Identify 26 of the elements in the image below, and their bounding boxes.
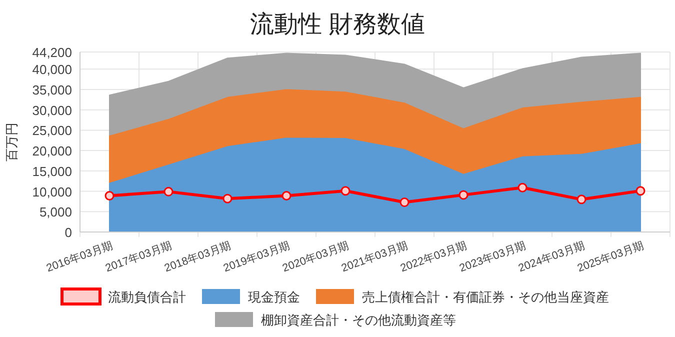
y-tick-label: 5,000 xyxy=(39,204,72,220)
y-tick-label: 0 xyxy=(64,225,72,240)
legend-label: 流動負債合計 xyxy=(108,290,186,304)
legend-label: 売上債権合計・有価証券・その他当座資産 xyxy=(362,290,609,304)
point xyxy=(104,191,114,201)
chart-title: 流動性 財務数値 xyxy=(250,11,425,38)
y-tick-label: 44,200 xyxy=(32,45,72,60)
y-tick-label: 15,000 xyxy=(32,164,72,179)
y-tick-label: 20,000 xyxy=(32,144,72,159)
point xyxy=(340,186,350,196)
point xyxy=(458,190,468,200)
point xyxy=(222,194,232,204)
y-tick-label: 40,000 xyxy=(32,62,72,78)
legend-label: 現金預金 xyxy=(248,290,300,304)
legend-label: 棚卸資産合計・その他流動資産等 xyxy=(261,312,456,328)
y-tick-label: 25,000 xyxy=(32,123,72,138)
point xyxy=(400,198,410,208)
y-tick-label: 35,000 xyxy=(32,82,72,98)
point xyxy=(576,194,586,204)
point xyxy=(164,186,174,196)
y-axis-title: 百万円 xyxy=(4,122,19,162)
y-tick-label: 10,000 xyxy=(32,184,72,200)
point xyxy=(636,186,646,196)
point xyxy=(518,182,528,192)
y-tick-label: 30,000 xyxy=(32,102,72,118)
point xyxy=(282,191,292,201)
